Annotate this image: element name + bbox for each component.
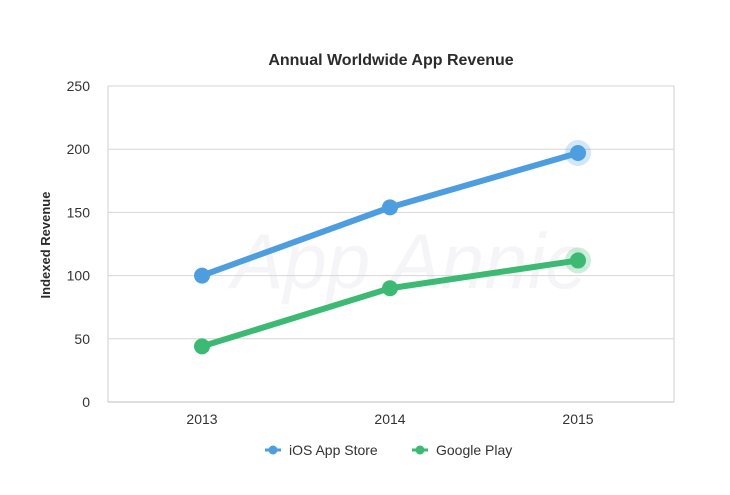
y-tick-labels: 0 50 100 150 200 250 bbox=[67, 78, 91, 410]
x-tick-label: 2014 bbox=[374, 411, 405, 427]
legend-item-ios-app-store: iOS App Store bbox=[265, 442, 378, 458]
x-tick-labels: 2013 2014 2015 bbox=[186, 411, 593, 427]
data-point-google-play bbox=[570, 252, 586, 269]
data-point-ios-app-store bbox=[382, 199, 398, 216]
data-point-google-play bbox=[382, 280, 398, 297]
data-point-google-play bbox=[194, 338, 210, 355]
data-point-ios-app-store bbox=[194, 267, 210, 284]
legend-swatch-marker bbox=[415, 445, 425, 455]
y-tick-label: 0 bbox=[82, 394, 90, 410]
legend-item-google-play: Google Play bbox=[412, 442, 512, 458]
watermark-layer: App Annie bbox=[227, 217, 588, 305]
data-point-ios-app-store bbox=[570, 144, 586, 161]
y-tick-label: 100 bbox=[67, 268, 91, 284]
legend-swatch-marker bbox=[268, 445, 278, 455]
watermark-text: App Annie bbox=[227, 217, 588, 305]
y-tick-label: 200 bbox=[67, 141, 91, 157]
legend-label: Google Play bbox=[436, 442, 512, 458]
y-axis-title: Indexed Revenue bbox=[38, 192, 53, 299]
x-tick-label: 2013 bbox=[186, 411, 217, 427]
legend: iOS App Store Google Play bbox=[265, 442, 512, 458]
y-tick-label: 150 bbox=[67, 204, 91, 220]
chart-title: Annual Worldwide App Revenue bbox=[268, 52, 513, 69]
x-tick-label: 2015 bbox=[562, 411, 593, 427]
y-tick-label: 250 bbox=[67, 78, 91, 94]
y-tick-label: 50 bbox=[74, 331, 90, 347]
legend-label: iOS App Store bbox=[289, 442, 378, 458]
series-layer bbox=[194, 139, 591, 355]
